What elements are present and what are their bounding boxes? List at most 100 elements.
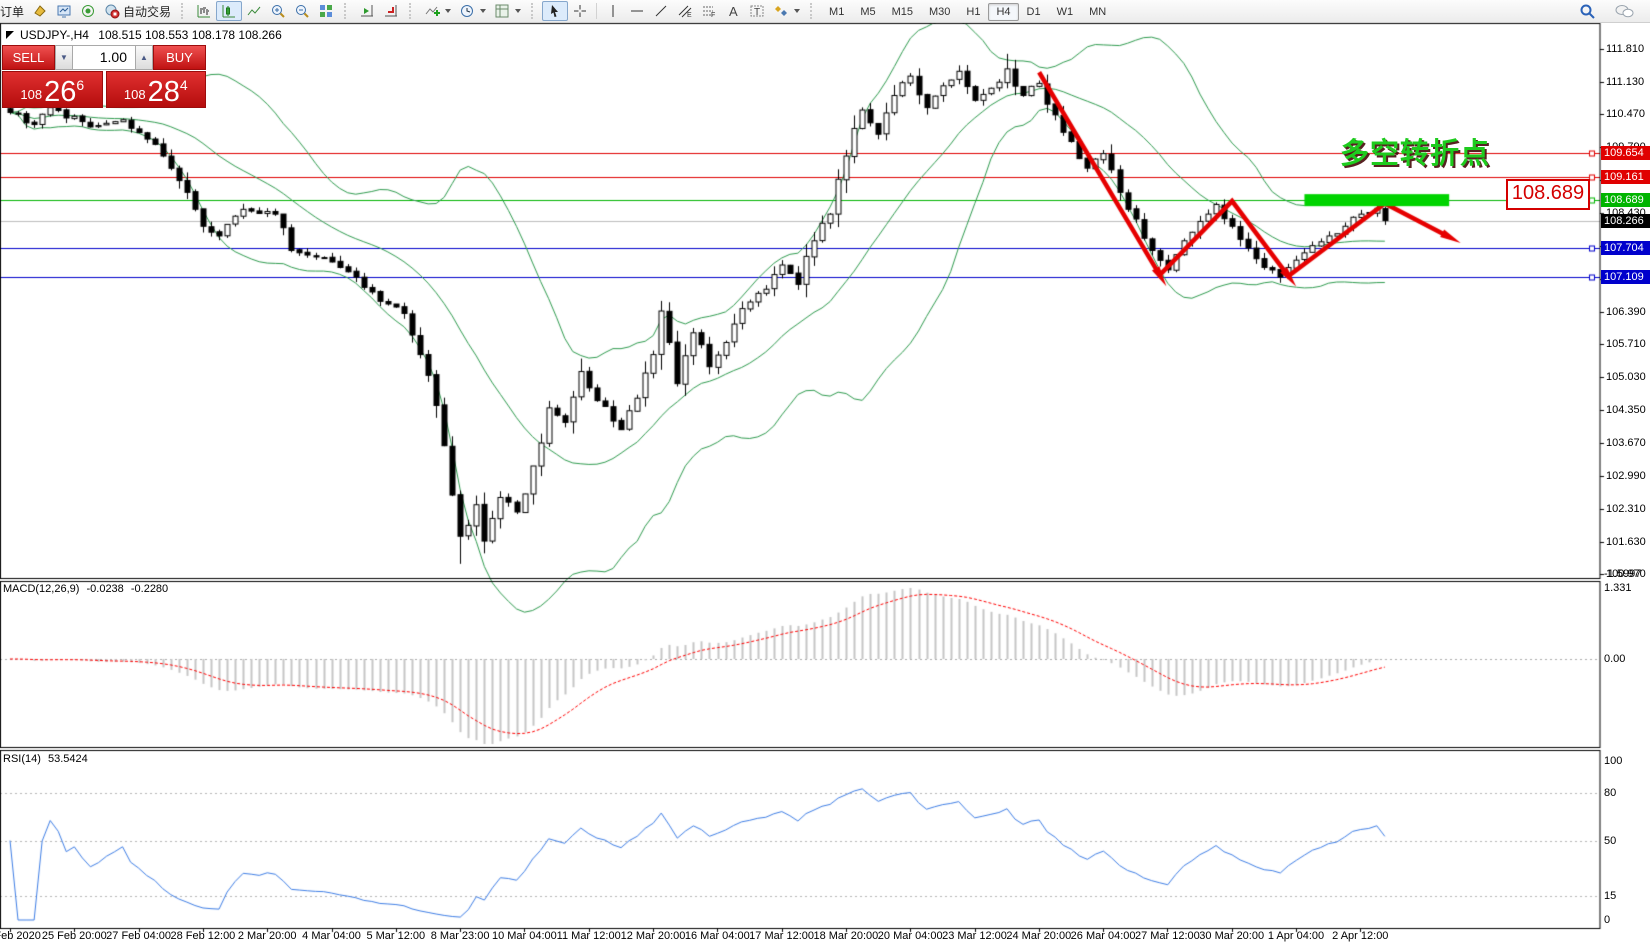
price-axis-tick: 105.710 (1606, 338, 1646, 351)
date-axis-label: 30 Mar 20:00 (1199, 930, 1265, 942)
timeframe-H4[interactable]: H4 (988, 3, 1019, 21)
price-level-tag: 108.689 (1601, 193, 1650, 208)
gold-tag-icon (34, 5, 46, 17)
chart-shift-button[interactable] (379, 1, 403, 21)
date-axis-label: 20 Mar 04:00 (877, 930, 943, 942)
date-axis-label: 24 Mar 20:00 (1006, 930, 1072, 942)
price-axis-tick: 102.990 (1606, 470, 1646, 483)
price-level-tag: 109.161 (1601, 170, 1650, 185)
toolbar-grip (181, 3, 188, 19)
zoom-in-button[interactable] (266, 1, 290, 21)
date-axis-label: 17 Mar 12:00 (749, 930, 815, 942)
tile-windows-button[interactable] (314, 1, 338, 21)
channel-tool[interactable]: E (673, 1, 697, 21)
price-axis-tick: 110.470 (1606, 107, 1645, 120)
one-click-toggle-icon[interactable] (6, 31, 14, 39)
buy-button[interactable]: BUY (153, 45, 206, 70)
monitor-icon (57, 5, 71, 18)
zoom-out-button[interactable] (290, 1, 314, 21)
date-axis-label: 11 Mar 12:00 (556, 930, 621, 942)
rsi-axis-tick: 15 (1604, 890, 1617, 903)
chevron-down-icon (794, 9, 801, 13)
auto-scroll-icon (361, 5, 374, 17)
shapes-tool[interactable] (769, 1, 804, 21)
crosshair-tool-button[interactable] (568, 1, 592, 21)
timeframe-M1[interactable]: M1 (829, 6, 845, 18)
signals-button[interactable] (76, 1, 100, 21)
chat-button[interactable] (1610, 1, 1638, 21)
timeframe-M5[interactable]: M5 (860, 6, 876, 18)
sell-price[interactable]: 108 26 6 (2, 71, 103, 108)
volume-input[interactable]: 1.00 (73, 45, 135, 70)
sell-price-pips: 26 (44, 76, 77, 108)
cursor-icon (551, 5, 559, 17)
trendline-tool[interactable] (649, 1, 673, 21)
macd-axis-tick: -1.5997 (1604, 568, 1642, 580)
date-axis-label: 16 Mar 04:00 (684, 930, 750, 942)
vertical-line-tool[interactable] (601, 1, 625, 21)
indicators-button[interactable] (420, 1, 455, 21)
bar-chart-mode-button[interactable] (192, 1, 216, 21)
buy-price[interactable]: 108 28 4 (105, 71, 206, 108)
candlestick-icon (222, 5, 236, 18)
auto-scroll-button[interactable] (355, 1, 379, 21)
chevron-down-icon (445, 9, 452, 13)
price-axis-tick: 111.810 (1606, 43, 1645, 55)
new-order-label: 新订单 (0, 4, 25, 19)
cursor-tool-button[interactable] (542, 1, 569, 21)
zoom-out-icon (296, 5, 309, 18)
timeframe-MN[interactable]: MN (1089, 6, 1107, 18)
volume-increase-button[interactable]: ▲ (135, 45, 153, 70)
date-axis-label: 1 Apr 04:00 (1267, 930, 1325, 942)
price-level-tag: 107.109 (1601, 269, 1650, 284)
new-order-button[interactable]: 新订单 (0, 1, 28, 21)
line-chart-mode-button[interactable] (242, 1, 266, 21)
macd-axis-tick: 1.331 (1604, 582, 1632, 594)
timeframe-M15[interactable]: M15 (891, 6, 913, 18)
timeframe-bar: M1 M5 M15 M30 H1 H4 D1 W1 MN (821, 3, 1114, 21)
date-axis-label: 4 Mar 04:00 (302, 930, 361, 942)
date-axis-label: 2 Mar 20:00 (237, 930, 297, 942)
svg-text:T: T (754, 7, 760, 18)
timeframe-M30[interactable]: M30 (929, 6, 951, 18)
periods-button[interactable] (455, 1, 490, 21)
main-toolbar: 新订单 自动交易 (0, 0, 1650, 23)
market-watch-button[interactable] (52, 1, 76, 21)
fibonacci-tool[interactable]: F (697, 1, 721, 21)
timeframe-D1[interactable]: D1 (1026, 6, 1041, 18)
template-icon (495, 4, 509, 18)
text-label-tool[interactable]: T (745, 1, 769, 21)
timeframe-W1[interactable]: W1 (1056, 6, 1074, 18)
macd-label: MACD(12,26,9) -0.0238 -0.2280 (3, 583, 169, 595)
date-axis-label: 28 Feb 12:00 (170, 930, 236, 942)
sell-button[interactable]: SELL (2, 45, 55, 70)
price-callout-box: 108.689 (1506, 179, 1590, 210)
date-axis-label: 26 Mar 04:00 (1070, 930, 1136, 942)
chart-shift-icon (385, 5, 398, 17)
sell-price-point: 6 (76, 77, 85, 93)
svg-text:F: F (711, 12, 715, 19)
chart-window-button[interactable] (28, 1, 52, 21)
bid-price-tag: 108.266 (1601, 213, 1650, 228)
price-level-tag: 107.704 (1601, 240, 1650, 255)
chart-ohlc-values: 108.515 108.553 108.178 108.266 (98, 28, 282, 42)
tile-windows-icon (320, 5, 333, 17)
search-button[interactable] (1575, 1, 1600, 21)
autotrade-button[interactable]: 自动交易 (100, 1, 175, 21)
date-axis-label: 5 Mar 12:00 (366, 930, 426, 942)
candlestick-mode-button[interactable] (216, 1, 243, 21)
toolbar-grip (409, 3, 416, 19)
text-tool[interactable]: A (721, 1, 745, 21)
trendline-icon (655, 5, 667, 17)
horizontal-line-tool[interactable] (625, 1, 649, 21)
timeframe-H1[interactable]: H1 (966, 6, 981, 18)
volume-decrease-button[interactable]: ▼ (55, 45, 73, 70)
date-axis-label: 24 Feb 2020 (0, 930, 41, 942)
templates-button[interactable] (490, 1, 525, 21)
price-axis-tick: 105.030 (1606, 371, 1646, 384)
date-axis-label: 2 Apr 12:00 (1332, 930, 1389, 942)
zoom-in-icon (272, 5, 285, 18)
clock-icon (461, 5, 474, 17)
price-axis-tick: 111.130 (1606, 75, 1645, 88)
